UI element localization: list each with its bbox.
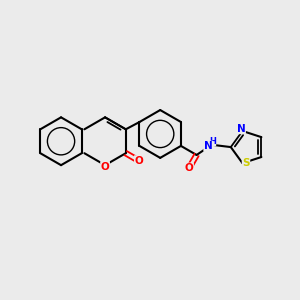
Text: O: O <box>101 162 110 172</box>
Text: S: S <box>242 158 250 168</box>
Text: N: N <box>204 141 213 151</box>
Text: H: H <box>209 137 216 146</box>
Text: O: O <box>184 163 194 173</box>
Text: O: O <box>135 156 143 166</box>
Text: N: N <box>237 124 245 134</box>
